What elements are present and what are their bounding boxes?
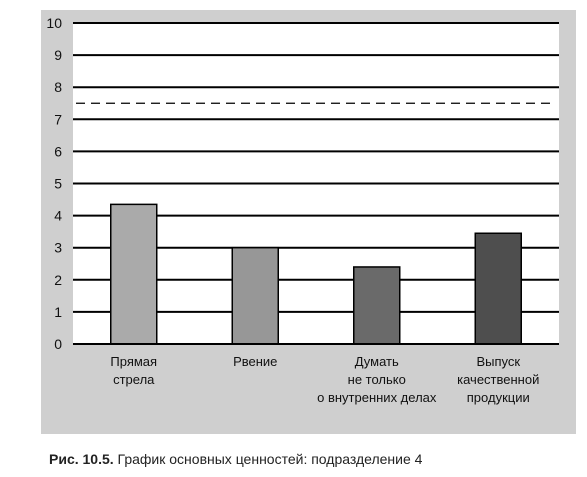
bar [231, 246, 279, 345]
bar [474, 232, 522, 345]
category-label: Выпуск [476, 354, 520, 369]
y-tick-label: 4 [54, 208, 62, 224]
category-label: Прямая [110, 354, 157, 369]
bar-chart: 0 1 2 3 4 5 6 7 8 9 10 Прямая стрела Рвение Думать не т… [46, 15, 559, 405]
y-tick-label: 2 [54, 272, 62, 288]
category-label: качественной [457, 372, 539, 387]
category-label: о внутренних делах [317, 390, 437, 405]
y-tick-label: 9 [54, 47, 62, 63]
category-label: Рвение [233, 354, 277, 369]
y-tick-label: 7 [54, 111, 62, 127]
y-tick-label: 10 [46, 15, 62, 31]
y-tick-label: 1 [54, 304, 62, 320]
category-label: стрела [113, 372, 155, 387]
chart-panel: 0 1 2 3 4 5 6 7 8 9 10 Прямая стрела Рвение Думать не т… [41, 10, 576, 434]
caption-text: График основных ценностей: подразделение… [117, 451, 423, 467]
figure-caption: Рис. 10.5. График основных ценностей: по… [49, 451, 422, 467]
bar [110, 203, 158, 345]
y-tick-label: 0 [54, 336, 62, 352]
category-label: продукции [467, 390, 530, 405]
y-tick-label: 3 [54, 240, 62, 256]
category-label: Думать [355, 354, 399, 369]
y-tick-label: 8 [54, 79, 62, 95]
category-label: не только [348, 372, 406, 387]
caption-label: Рис. 10.5. [49, 451, 114, 467]
y-tick-label: 5 [54, 176, 62, 192]
bar [353, 266, 401, 345]
y-tick-label: 6 [54, 143, 62, 159]
